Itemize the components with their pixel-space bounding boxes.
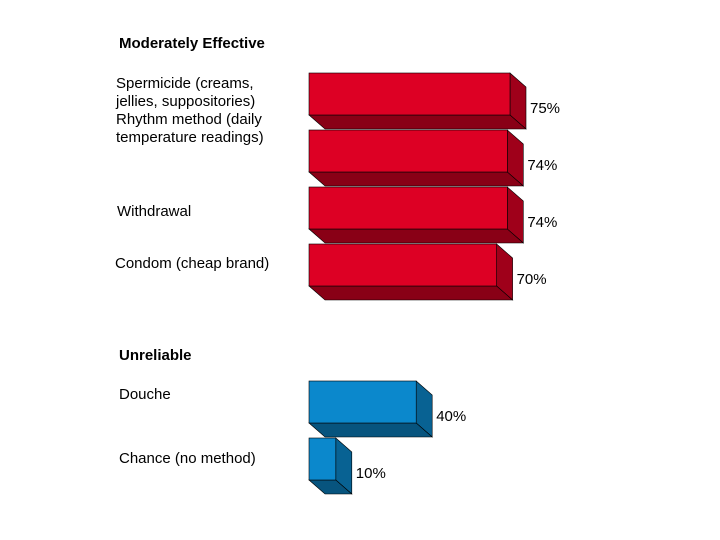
bar-value-label: 10%	[356, 465, 386, 482]
bar	[308, 380, 433, 438]
bar-bottom	[308, 114, 527, 130]
category-label-chance: Chance (no method)	[119, 450, 256, 467]
bar-front	[308, 380, 417, 424]
bar-front	[308, 243, 497, 287]
group-heading-moderately-effective: Moderately Effective	[119, 35, 265, 52]
bar	[308, 186, 525, 244]
bar	[308, 129, 525, 187]
bar	[308, 437, 353, 495]
bar-front	[308, 129, 508, 173]
bar-front	[308, 186, 508, 230]
category-label-condom: Condom (cheap brand)	[115, 255, 270, 272]
category-label-spermicide-rhythm: Spermicide (creams, jellies, suppositori…	[116, 75, 264, 146]
bar-value-label: 70%	[517, 271, 547, 288]
bar-front	[308, 437, 337, 481]
bar-value-label: 74%	[527, 214, 557, 231]
bar-bottom	[308, 228, 525, 244]
bar-value-label: 74%	[527, 157, 557, 174]
bar-bottom	[308, 285, 514, 301]
group-heading-unreliable: Unreliable	[119, 347, 192, 364]
bar-value-label: 40%	[436, 408, 466, 425]
bar	[308, 72, 527, 130]
category-label-douche: Douche	[119, 386, 171, 403]
category-label-withdrawal: Withdrawal	[117, 203, 192, 220]
bar-bottom	[308, 171, 525, 187]
bar	[308, 243, 514, 301]
bar-value-label: 75%	[530, 100, 560, 117]
bar-bottom	[308, 422, 433, 438]
bar-front	[308, 72, 511, 116]
